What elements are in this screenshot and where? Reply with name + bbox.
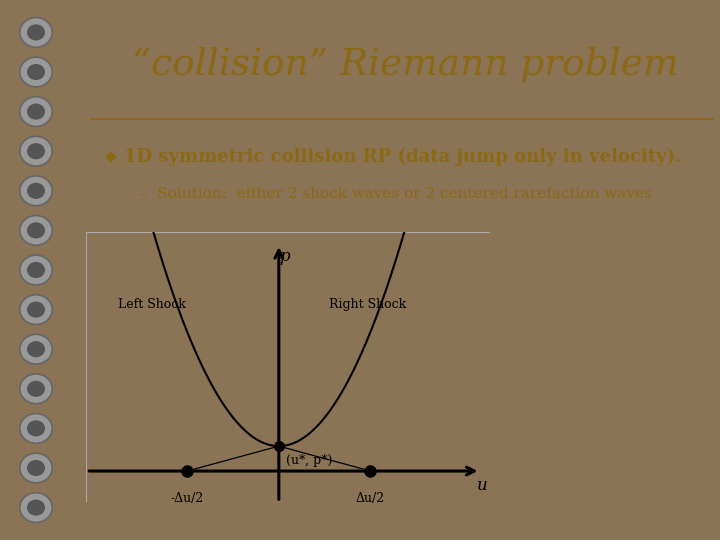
Text: u: u xyxy=(477,477,487,494)
Text: Right Shock: Right Shock xyxy=(329,299,407,312)
Text: (u*, p*): (u*, p*) xyxy=(286,454,333,467)
Text: ◆: ◆ xyxy=(105,149,117,164)
Text: “collision” Riemann problem: “collision” Riemann problem xyxy=(132,46,679,83)
Text: 1D symmetric collision RP (data jump only in velocity).: 1D symmetric collision RP (data jump onl… xyxy=(124,147,681,166)
Text: Δu/2: Δu/2 xyxy=(356,492,385,505)
Text: p: p xyxy=(279,247,289,265)
Text: Left Shock: Left Shock xyxy=(119,299,186,312)
Text: –  Solution:  either 2 shock waves or 2 centered rarefaction waves: – Solution: either 2 shock waves or 2 ce… xyxy=(140,187,652,201)
Text: -Δu/2: -Δu/2 xyxy=(171,492,204,505)
